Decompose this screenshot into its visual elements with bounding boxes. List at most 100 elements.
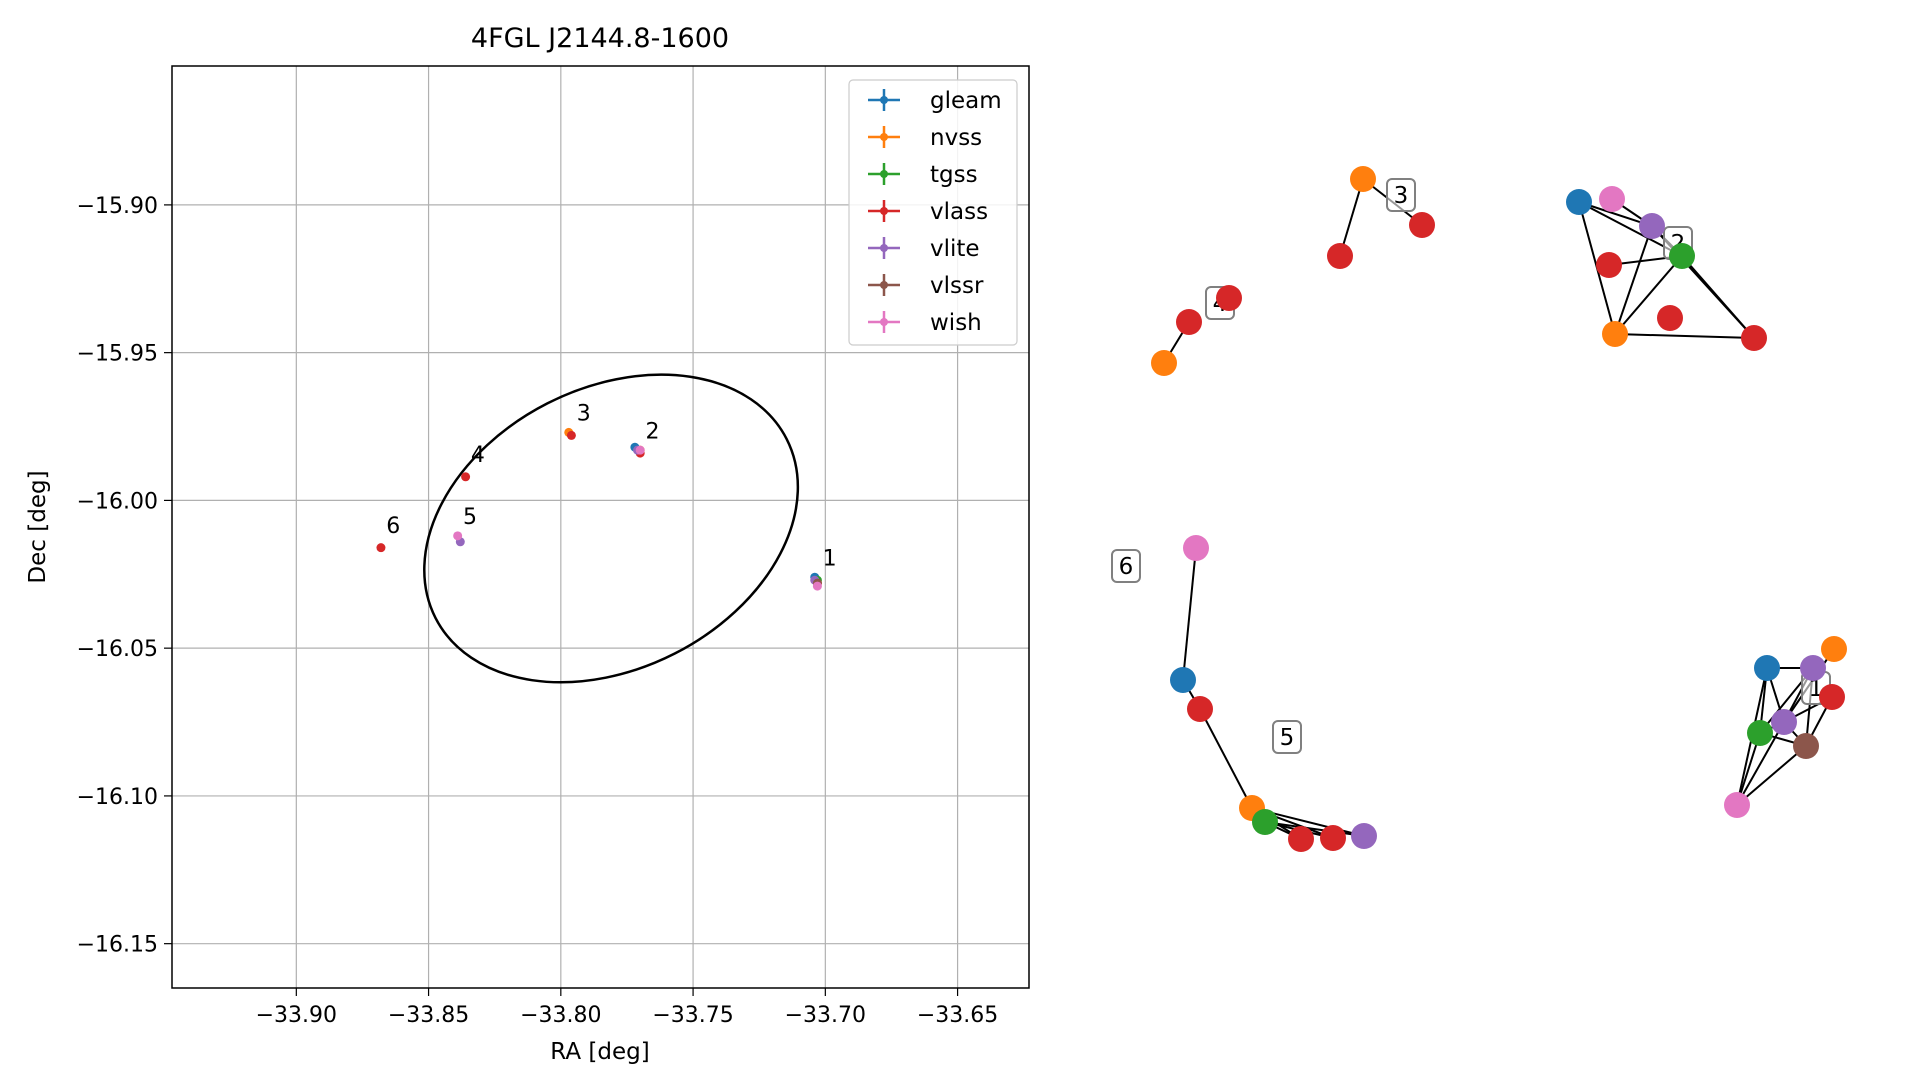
- network-node-nvss: [1151, 350, 1177, 376]
- legend-label-nvss: nvss: [930, 125, 982, 151]
- x-axis-label: RA [deg]: [550, 1039, 649, 1065]
- y-axis-ticks: −15.90 −15.95 −16.00 −16.05 −16.10 −16.15: [77, 194, 172, 958]
- legend-marker-vlssr: [880, 281, 888, 289]
- uncertainty-ellipse: [423, 373, 800, 684]
- legend-label-vlass: vlass: [930, 199, 988, 225]
- point-vlass: [376, 543, 386, 553]
- point-wish: [812, 581, 822, 591]
- x-tick-label: −33.70: [785, 1003, 866, 1028]
- network-node-vlass: [1187, 696, 1213, 722]
- y-tick-label: −16.10: [77, 785, 158, 810]
- network-node-vlite: [1639, 213, 1665, 239]
- plot-frame: [171, 65, 1030, 989]
- x-tick-label: −33.85: [388, 1003, 469, 1028]
- network-node-gleam: [1170, 667, 1196, 693]
- network-node-gleam: [1566, 189, 1592, 215]
- network-node-tgss: [1669, 243, 1695, 269]
- x-tick-label: −33.90: [256, 1003, 337, 1028]
- point-annotation: 4: [471, 443, 485, 468]
- network-nodes: [1151, 166, 1847, 852]
- network-node-vlass: [1657, 305, 1683, 331]
- y-tick-label: −15.95: [77, 342, 158, 367]
- network-node-vlass: [1216, 285, 1242, 311]
- legend-box: [848, 79, 1018, 346]
- network-edge: [1736, 721, 1785, 806]
- network-node-vlass: [1596, 252, 1622, 278]
- network-edge: [1614, 225, 1653, 335]
- legend-items: gleam nvss tgss vlass vlite vlssr wish: [868, 88, 1002, 336]
- network-node-vlite: [1351, 823, 1377, 849]
- point-annotation: 2: [645, 419, 659, 444]
- y-tick-label: −16.05: [77, 637, 158, 662]
- network-node-tgss: [1747, 720, 1773, 746]
- cluster-label-box: [1386, 178, 1416, 212]
- legend-label-gleam: gleam: [930, 88, 1002, 114]
- network-edge: [1736, 745, 1807, 806]
- network-edge: [1614, 333, 1755, 339]
- legend-label-wish: wish: [930, 310, 982, 336]
- network-node-wish: [1724, 792, 1750, 818]
- legend-marker-vlite: [880, 244, 888, 252]
- network-edge: [1264, 821, 1365, 837]
- point-wish: [635, 445, 645, 455]
- y-tick-label: −15.90: [77, 194, 158, 219]
- cluster-label: 6: [1119, 554, 1134, 580]
- network-node-vlass: [1327, 243, 1353, 269]
- legend-marker-wish: [880, 318, 888, 326]
- point-annotation: 1: [823, 546, 837, 571]
- positional-uncertainty-ellipse: [423, 373, 800, 684]
- point-vlass: [461, 472, 471, 482]
- network-edge: [1199, 708, 1253, 809]
- network-node-nvss: [1350, 166, 1376, 192]
- legend: gleam nvss tgss vlass vlite vlssr wish: [848, 79, 1018, 346]
- y-tick-label: −16.00: [77, 489, 158, 514]
- legend-label-vlssr: vlssr: [930, 273, 984, 299]
- plot-title: 4FGL J2144.8-1600: [471, 23, 729, 54]
- network-edge: [1614, 255, 1683, 335]
- point-annotation: 3: [577, 402, 591, 427]
- x-tick-label: −33.65: [917, 1003, 998, 1028]
- cluster-label-box: [1111, 549, 1141, 583]
- legend-marker-gleam: [880, 96, 888, 104]
- point-annotation: 6: [386, 514, 400, 539]
- network-node-wish: [1599, 186, 1625, 212]
- y-tick-label: −16.15: [77, 933, 158, 958]
- point-wish: [453, 531, 463, 541]
- x-tick-label: −33.80: [520, 1003, 601, 1028]
- legend-marker-tgss: [880, 170, 888, 178]
- legend-label-vlite: vlite: [930, 236, 980, 262]
- legend-marker-vlass: [880, 207, 888, 215]
- network-node-gleam: [1754, 655, 1780, 681]
- network-node-nvss: [1821, 636, 1847, 662]
- point-vlass: [566, 430, 576, 440]
- network-node-vlssr: [1793, 733, 1819, 759]
- network-node-vlass: [1741, 325, 1767, 351]
- legend-marker-nvss: [880, 133, 888, 141]
- network-node-nvss: [1602, 321, 1628, 347]
- x-tick-label: −33.75: [652, 1003, 733, 1028]
- network-node-vlass: [1176, 309, 1202, 335]
- data-points: [376, 427, 822, 591]
- network-node-vlite: [1771, 709, 1797, 735]
- cluster-label: 5: [1280, 725, 1295, 751]
- network-node-vlass: [1819, 684, 1845, 710]
- point-annotation: 5: [463, 505, 477, 530]
- point-annotations: 1 2 3 4 5 6: [386, 402, 836, 572]
- network-node-vlite: [1800, 655, 1826, 681]
- network-edge: [1182, 547, 1197, 681]
- y-axis-label: Dec [deg]: [25, 470, 51, 583]
- network-node-wish: [1183, 535, 1209, 561]
- network-node-vlass: [1409, 212, 1435, 238]
- network-node-tgss: [1252, 809, 1278, 835]
- cluster-label-box: [1272, 720, 1302, 754]
- network-node-vlass: [1320, 825, 1346, 851]
- x-axis-ticks: −33.90 −33.85 −33.80 −33.75 −33.70 −33.65: [256, 988, 998, 1028]
- network-edge: [1339, 178, 1364, 257]
- cluster-label: 3: [1394, 183, 1409, 209]
- legend-label-tgss: tgss: [930, 162, 978, 188]
- network-node-vlass: [1288, 826, 1314, 852]
- network-edge: [1681, 255, 1755, 339]
